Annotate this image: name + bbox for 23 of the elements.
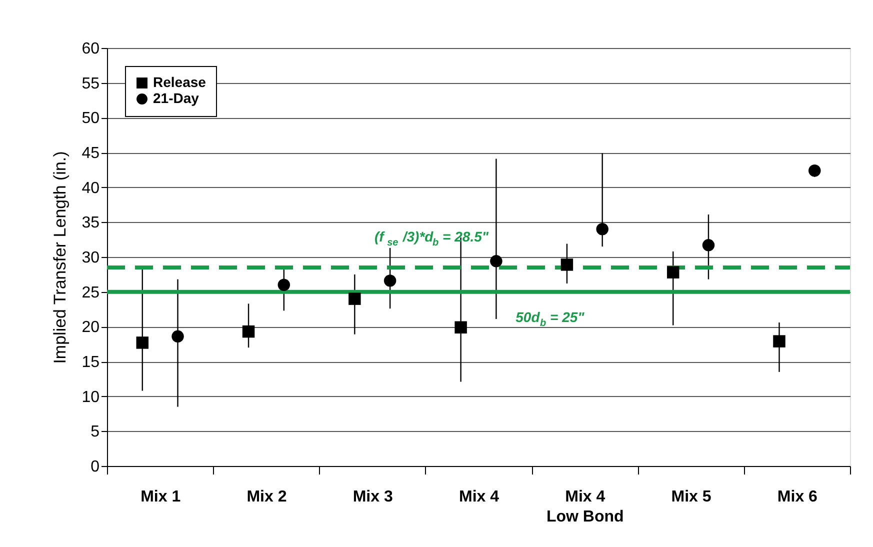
x-tick-label: Mix 4 Low Bond xyxy=(546,488,624,526)
y-tick-label: 10 xyxy=(82,388,100,406)
x-tick-label: Mix 5 xyxy=(671,488,712,506)
legend-label: 21-Day xyxy=(153,90,200,106)
x-tick-label: Mix 1 xyxy=(140,488,181,506)
y-tick-label: 0 xyxy=(90,458,100,476)
x-tick-label: Mix 2 xyxy=(246,488,287,506)
y-axis-title: Implied Transfer Length (in.) xyxy=(50,151,70,364)
y-tick-label: 15 xyxy=(82,354,100,371)
y-tick-label: 55 xyxy=(82,75,100,92)
y-tick-label: 50 xyxy=(82,110,100,128)
y-tick-label: 60 xyxy=(82,40,100,58)
x-tick-label: Mix 6 xyxy=(777,488,818,506)
y-tick-label: 35 xyxy=(82,214,100,232)
x-tick-label: Mix 4 xyxy=(458,488,500,506)
y-tick-label: 30 xyxy=(82,250,100,266)
legend-label: Release xyxy=(153,74,206,90)
y-tick-label: 40 xyxy=(82,180,100,197)
y-tick-label: 20 xyxy=(82,319,100,336)
y-tick-label: 45 xyxy=(82,145,100,162)
x-tick-label: Mix 3 xyxy=(352,488,393,506)
y-tick-label: 5 xyxy=(90,424,100,441)
y-tick-label: 25 xyxy=(82,284,100,302)
